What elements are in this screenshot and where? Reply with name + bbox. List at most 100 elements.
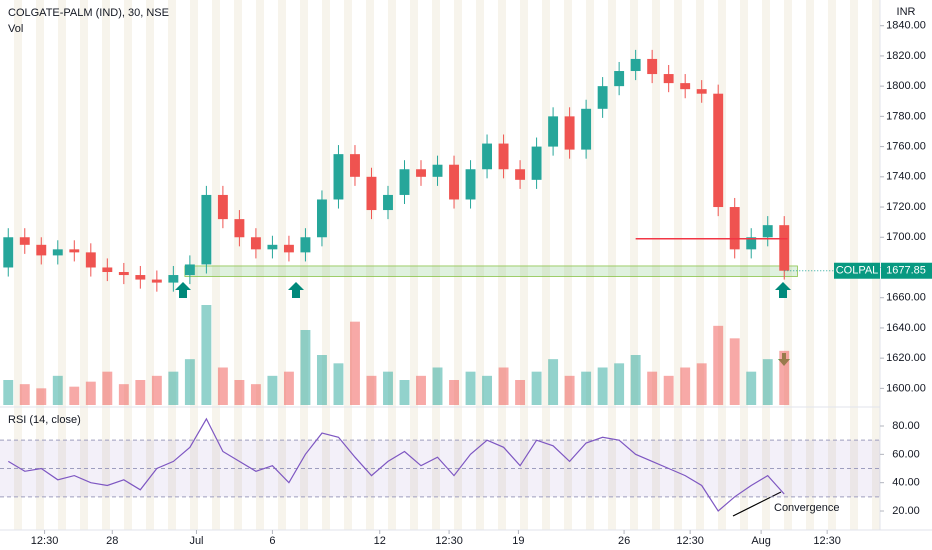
x-tick-label: 12 (374, 535, 386, 547)
candle-body (201, 194, 212, 265)
volume-bar (630, 355, 641, 405)
volume-bar (696, 363, 707, 405)
stripe (718, 0, 726, 530)
annotation: Convergence (774, 502, 839, 514)
stripe (80, 0, 88, 530)
symbol: COLPAL (836, 265, 879, 277)
candle-body (69, 249, 80, 253)
volume-bar (250, 384, 261, 405)
volume-bar (729, 338, 740, 405)
stripe (630, 0, 638, 530)
y-tick-label: 1800.00 (886, 80, 926, 92)
candle-body (333, 154, 344, 200)
volume-bar (663, 375, 674, 405)
stripe (168, 0, 176, 530)
stripe (256, 0, 264, 530)
volume-bar (85, 381, 96, 405)
y-tick-label: 1700.00 (886, 231, 926, 243)
candle-body (498, 143, 509, 170)
candle-body (234, 219, 245, 238)
volume-bar (713, 325, 724, 405)
candle-body (36, 244, 47, 256)
price-tag (881, 262, 932, 279)
stripe (102, 0, 110, 530)
candle-body (52, 249, 63, 256)
volume-bar (498, 367, 509, 405)
stripe (806, 0, 814, 530)
stripe (300, 0, 308, 530)
volume-bar (449, 380, 459, 405)
candle-body (597, 86, 608, 109)
volume-bar (151, 375, 162, 405)
stripe (740, 0, 748, 530)
stripe (322, 0, 330, 530)
stripe (344, 0, 352, 530)
candle-body (779, 225, 790, 271)
candle-body (118, 272, 129, 276)
candle-body (663, 74, 674, 84)
stripe (828, 0, 836, 530)
volume-bar (366, 375, 377, 405)
candle-body (647, 58, 658, 75)
stripe (586, 0, 594, 530)
candle-body (399, 169, 410, 195)
volume-bar (746, 371, 757, 405)
symbol-tag (834, 262, 880, 279)
volume-bar (3, 380, 14, 405)
volume-bar (383, 371, 393, 405)
candle-body (283, 244, 294, 253)
candle-body (696, 89, 707, 94)
volume-bar (184, 359, 195, 405)
volume-bar (217, 367, 228, 405)
stripe (476, 0, 484, 530)
candle-body (217, 194, 228, 220)
volume-bar (548, 359, 559, 405)
volume-bar (482, 375, 493, 405)
candle-body (316, 199, 327, 238)
stripe (58, 0, 66, 530)
y-tick-label: 1760.00 (886, 140, 926, 152)
volume-bar (399, 380, 410, 405)
stripe (124, 0, 132, 530)
x-tick-label: 12:30 (676, 535, 704, 547)
candle-body (19, 237, 30, 245)
y-tick-label: 1600.00 (886, 382, 926, 394)
stripe (432, 0, 440, 530)
stripe (696, 0, 704, 530)
candle-body (465, 169, 476, 200)
candle-body (366, 176, 377, 211)
volume-bar (647, 371, 658, 405)
stripe (542, 0, 550, 530)
candle-body (151, 279, 162, 283)
candle-body (383, 194, 393, 211)
support-zone (184, 265, 798, 277)
candle-body (184, 264, 195, 276)
candle-body (416, 169, 426, 177)
candle-body (102, 267, 113, 273)
volume-bar (597, 367, 608, 405)
convergence-line (732, 491, 782, 517)
y-tick-label: 1780.00 (886, 110, 926, 122)
y-tick-label: 1720.00 (886, 201, 926, 213)
up-arrow (288, 282, 304, 298)
stripe (498, 0, 506, 530)
x-tick-label: 12:30 (813, 535, 841, 547)
volume-bar (564, 375, 575, 405)
candle-body (300, 237, 311, 253)
up-arrow (775, 282, 791, 298)
y-tick-label: 1820.00 (886, 50, 926, 62)
candle-body (432, 164, 443, 177)
volume-bar (102, 371, 113, 405)
volume-bar (201, 305, 212, 405)
x-tick-label: Jul (189, 535, 203, 547)
candle-body (515, 169, 526, 180)
volume-bar (614, 363, 625, 405)
candle-body (3, 237, 14, 268)
volume-bar (762, 359, 773, 405)
x-tick-label: 6 (269, 535, 275, 547)
volume-bar (69, 386, 80, 405)
stripe (762, 0, 770, 530)
candle-body (713, 93, 724, 208)
